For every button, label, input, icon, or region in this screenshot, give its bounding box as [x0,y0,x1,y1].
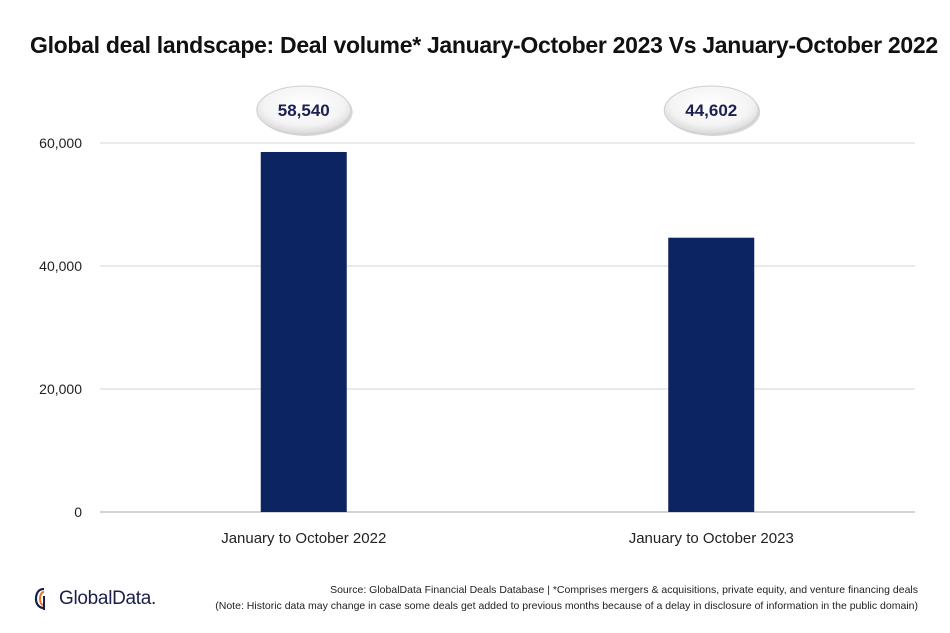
x-tick-label: January to October 2022 [221,530,386,547]
y-tick-label: 40,000 [39,258,82,274]
y-tick-label: 60,000 [39,135,82,151]
globaldata-logo-icon [34,587,45,610]
globaldata-logo: GlobalData. [34,587,156,611]
note-text: (Note: Historic data may change in case … [215,600,918,612]
data-label-bubble [663,85,759,135]
footer-notes: Source: GlobalData Financial Deals Datab… [198,582,918,614]
data-label: 44,602 [685,101,737,120]
source-text: Source: GlobalData Financial Deals Datab… [330,584,918,596]
chart-title: Global deal landscape: Deal volume* Janu… [30,32,938,58]
data-label-bubble [256,85,352,135]
bar [668,237,755,512]
bar-chart: 0 20,000 40,000 60,000 January to October 20… [39,85,915,547]
x-tick-label: January to October 2023 [629,530,794,547]
data-label: 58,540 [278,101,330,120]
y-tick-label: 20,000 [39,381,82,397]
y-tick-label: 0 [74,504,82,520]
bar [260,151,347,512]
logo-text: GlobalData. [59,588,157,609]
